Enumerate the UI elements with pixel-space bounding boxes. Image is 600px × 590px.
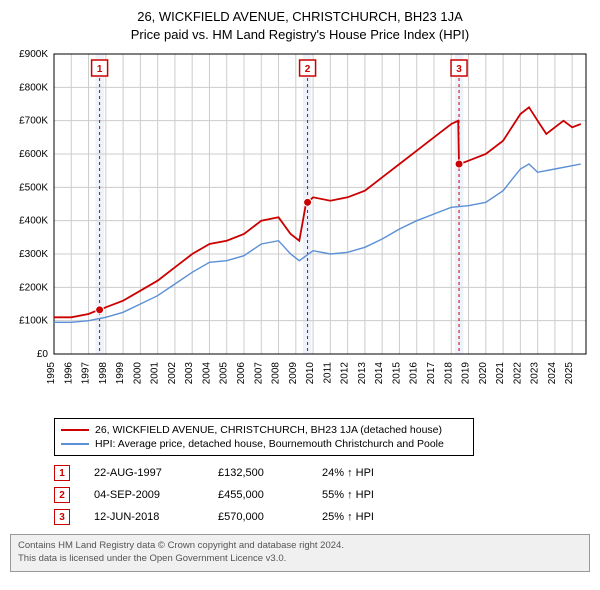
title-block: 26, WICKFIELD AVENUE, CHRISTCHURCH, BH23… <box>10 8 590 44</box>
legend-label: HPI: Average price, detached house, Bour… <box>95 438 444 450</box>
footer-line: Contains HM Land Registry data © Crown c… <box>18 540 582 553</box>
svg-text:2022: 2022 <box>512 362 523 385</box>
sale-badge: 3 <box>54 509 70 525</box>
legend-item: 26, WICKFIELD AVENUE, CHRISTCHURCH, BH23… <box>61 423 467 437</box>
svg-text:2016: 2016 <box>409 362 420 385</box>
svg-text:2000: 2000 <box>132 362 143 385</box>
chart-svg: £0 £100K £200K £300K £400K £500K £600K £700K £80… <box>10 50 590 410</box>
svg-text:2004: 2004 <box>201 362 212 385</box>
svg-text:2001: 2001 <box>150 362 161 385</box>
svg-text:2013: 2013 <box>357 362 368 385</box>
svg-text:1996: 1996 <box>63 362 74 385</box>
svg-text:1: 1 <box>97 64 103 75</box>
svg-text:2021: 2021 <box>495 362 506 385</box>
attribution-footer: Contains HM Land Registry data © Crown c… <box>10 534 590 572</box>
legend-swatch <box>61 429 89 431</box>
sale-row: 3 12-JUN-2018 £570,000 25% ↑ HPI <box>54 506 590 528</box>
sale-price: £455,000 <box>218 489 298 501</box>
svg-text:2011: 2011 <box>322 362 333 384</box>
title-subtitle: Price paid vs. HM Land Registry's House … <box>10 26 590 44</box>
svg-text:£300K: £300K <box>19 249 48 260</box>
legend-swatch <box>61 443 89 445</box>
svg-text:2008: 2008 <box>271 362 282 385</box>
title-address: 26, WICKFIELD AVENUE, CHRISTCHURCH, BH23… <box>10 8 590 26</box>
svg-text:2025: 2025 <box>564 362 575 385</box>
svg-text:£900K: £900K <box>19 50 48 60</box>
footer-line: This data is licensed under the Open Gov… <box>18 553 582 566</box>
svg-text:£700K: £700K <box>19 116 48 127</box>
sale-delta: 25% ↑ HPI <box>322 511 374 523</box>
svg-text:2006: 2006 <box>236 362 247 385</box>
svg-text:1995: 1995 <box>46 362 57 385</box>
sale-date: 22-AUG-1997 <box>94 467 194 479</box>
sale-delta: 24% ↑ HPI <box>322 467 374 479</box>
svg-text:2020: 2020 <box>478 362 489 385</box>
svg-text:2023: 2023 <box>530 362 541 385</box>
svg-text:2005: 2005 <box>219 362 230 385</box>
svg-text:2003: 2003 <box>184 362 195 385</box>
svg-text:£100K: £100K <box>19 316 48 327</box>
svg-text:2007: 2007 <box>253 362 264 385</box>
sale-badge: 2 <box>54 487 70 503</box>
svg-text:2012: 2012 <box>340 362 351 385</box>
svg-text:£500K: £500K <box>19 183 48 194</box>
legend-item: HPI: Average price, detached house, Bour… <box>61 437 467 451</box>
svg-text:£400K: £400K <box>19 216 48 227</box>
svg-text:1998: 1998 <box>98 362 109 385</box>
svg-text:£0: £0 <box>37 349 49 360</box>
sale-date: 04-SEP-2009 <box>94 489 194 501</box>
chart-container: 26, WICKFIELD AVENUE, CHRISTCHURCH, BH23… <box>0 0 600 580</box>
line-chart: £0 £100K £200K £300K £400K £500K £600K £700K £80… <box>10 50 590 410</box>
legend: 26, WICKFIELD AVENUE, CHRISTCHURCH, BH23… <box>54 418 474 456</box>
sale-row: 2 04-SEP-2009 £455,000 55% ↑ HPI <box>54 484 590 506</box>
svg-text:2009: 2009 <box>288 362 299 385</box>
sales-table: 1 22-AUG-1997 £132,500 24% ↑ HPI 2 04-SE… <box>54 462 590 528</box>
svg-text:2019: 2019 <box>461 362 472 385</box>
sale-delta: 55% ↑ HPI <box>322 489 374 501</box>
legend-label: 26, WICKFIELD AVENUE, CHRISTCHURCH, BH23… <box>95 424 442 436</box>
sale-row: 1 22-AUG-1997 £132,500 24% ↑ HPI <box>54 462 590 484</box>
svg-text:2024: 2024 <box>547 362 558 385</box>
svg-text:2010: 2010 <box>305 362 316 385</box>
svg-text:2014: 2014 <box>374 362 385 385</box>
svg-text:2018: 2018 <box>443 362 454 385</box>
svg-text:2002: 2002 <box>167 362 178 385</box>
sale-price: £570,000 <box>218 511 298 523</box>
svg-text:£600K: £600K <box>19 149 48 160</box>
svg-text:2: 2 <box>305 64 311 75</box>
svg-text:£800K: £800K <box>19 83 48 94</box>
sale-price: £132,500 <box>218 467 298 479</box>
sale-badge: 1 <box>54 465 70 481</box>
svg-text:1997: 1997 <box>81 362 92 385</box>
sale-date: 12-JUN-2018 <box>94 511 194 523</box>
svg-text:3: 3 <box>456 64 462 75</box>
svg-text:1999: 1999 <box>115 362 126 385</box>
svg-text:2017: 2017 <box>426 362 437 385</box>
svg-text:2015: 2015 <box>391 362 402 385</box>
svg-text:£200K: £200K <box>19 283 48 294</box>
